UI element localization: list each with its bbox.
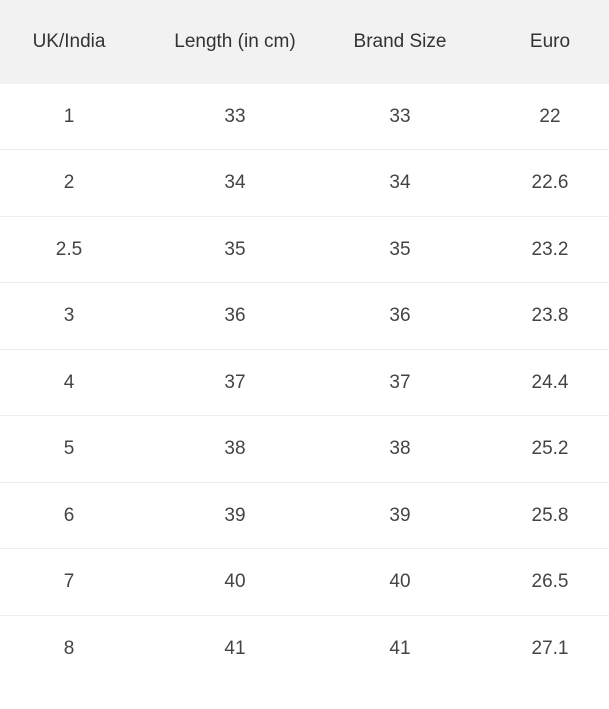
table-cell: 5	[63, 438, 75, 459]
table-row: 2 34 34 22.6	[0, 151, 609, 217]
table-cell: 22.6	[531, 172, 569, 193]
table-cell: 3	[63, 305, 75, 326]
table-cell: 39	[224, 504, 246, 526]
header-cell: Length (in cm)	[174, 31, 296, 52]
table-cell: 25.8	[531, 504, 569, 526]
table-cell: 35	[389, 238, 411, 260]
table-cell: 8	[63, 638, 75, 659]
table-cell: 40	[224, 571, 246, 592]
table-cell: 40	[389, 571, 411, 592]
table-row: 4 37 37 24.4	[0, 350, 609, 416]
table-cell: 37	[389, 371, 411, 393]
table-cell: 2	[63, 172, 75, 193]
table-cell: 7	[63, 571, 75, 592]
table-cell: 2.5	[55, 238, 83, 260]
table-row: 7 40 40 26.5	[0, 550, 609, 616]
table-row: 3 36 36 23.8	[0, 284, 609, 350]
table-cell: 33	[224, 105, 246, 127]
table-cell: 36	[224, 305, 246, 326]
table-cell: 4	[63, 371, 75, 393]
table-cell: 22	[539, 105, 561, 127]
table-cell: 34	[224, 172, 246, 193]
table-cell: 38	[224, 438, 246, 459]
table-cell: 6	[63, 504, 75, 526]
table-row: 1 33 33 22	[0, 84, 609, 150]
table-cell: 34	[389, 172, 411, 193]
table-cell: 23.2	[531, 238, 569, 260]
table-row: 2.5 35 35 23.2	[0, 217, 609, 283]
table-row: 8 41 41 27.1	[0, 616, 609, 682]
header-cell: UK/India	[32, 31, 106, 52]
table-cell: 38	[389, 438, 411, 459]
table-cell: 41	[389, 638, 411, 659]
header-cell: Brand Size	[353, 31, 447, 52]
table-cell: 37	[224, 371, 246, 393]
table-cell: 36	[389, 305, 411, 326]
table-cell: 33	[389, 105, 411, 127]
table-cell: 25.2	[531, 438, 569, 459]
table-cell: 24.4	[531, 371, 569, 393]
table-cell: 26.5	[531, 571, 569, 592]
table-cell: 27.1	[531, 638, 569, 659]
table-cell: 1	[63, 105, 75, 127]
table-row: 6 39 39 25.8	[0, 483, 609, 549]
table-cell: 35	[224, 238, 246, 260]
table-cell: 23.8	[531, 305, 569, 326]
header-cell: Euro	[529, 31, 571, 52]
table-row: 5 38 38 25.2	[0, 417, 609, 483]
table-cell: 39	[389, 504, 411, 526]
table-cell: 41	[224, 638, 246, 659]
header-row: UK/India Length (in cm) Brand Size Euro	[0, 0, 609, 84]
